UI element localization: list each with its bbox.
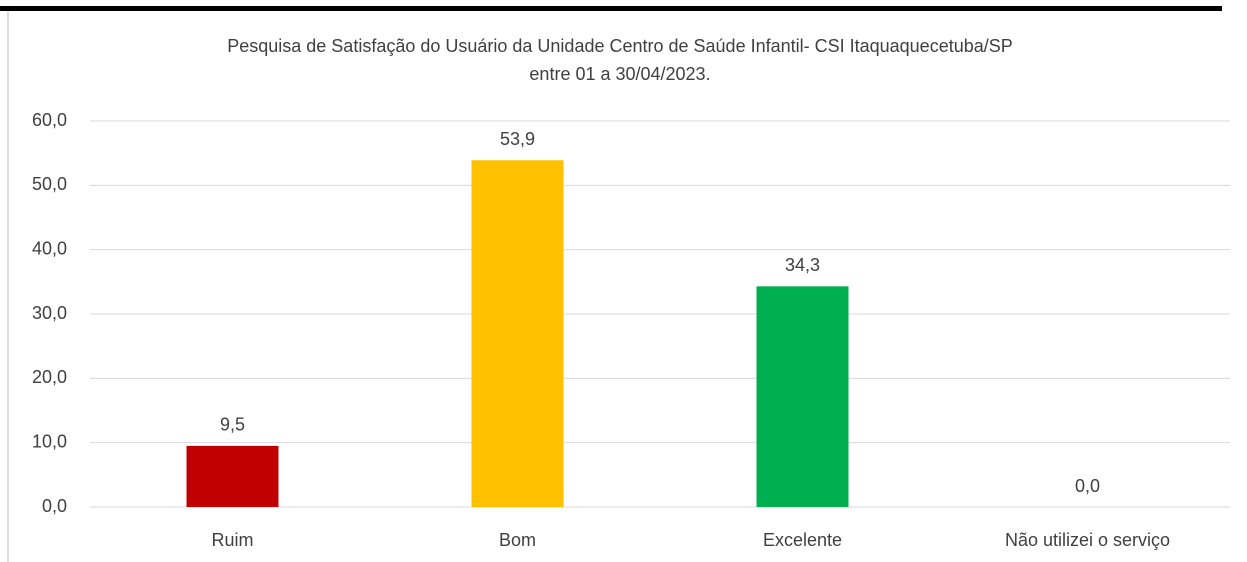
y-tick-label: 30,0 <box>32 303 67 323</box>
y-tick-label: 40,0 <box>32 238 67 258</box>
x-tick-label: Bom <box>499 530 536 550</box>
y-tick-label: 0,0 <box>42 496 67 516</box>
data-label: 34,3 <box>785 255 820 275</box>
bar <box>756 286 849 507</box>
x-tick-label: Não utilizei o serviço <box>1005 530 1170 550</box>
data-label: 9,5 <box>220 415 245 435</box>
data-label: 53,9 <box>500 129 535 149</box>
bar <box>471 160 564 507</box>
y-tick-label: 10,0 <box>32 431 67 451</box>
top-rule <box>0 6 1222 11</box>
y-tick-label: 20,0 <box>32 367 67 387</box>
x-tick-label: Excelente <box>763 530 842 550</box>
chart-title: Pesquisa de Satisfação do Usuário da Uni… <box>227 36 1013 56</box>
y-tick-label: 60,0 <box>32 110 67 130</box>
x-tick-label: Ruim <box>211 530 253 550</box>
data-label: 0,0 <box>1075 476 1100 496</box>
y-tick-label: 50,0 <box>32 174 67 194</box>
bar <box>186 445 279 507</box>
chart-title: entre 01 a 30/04/2023. <box>529 64 710 84</box>
